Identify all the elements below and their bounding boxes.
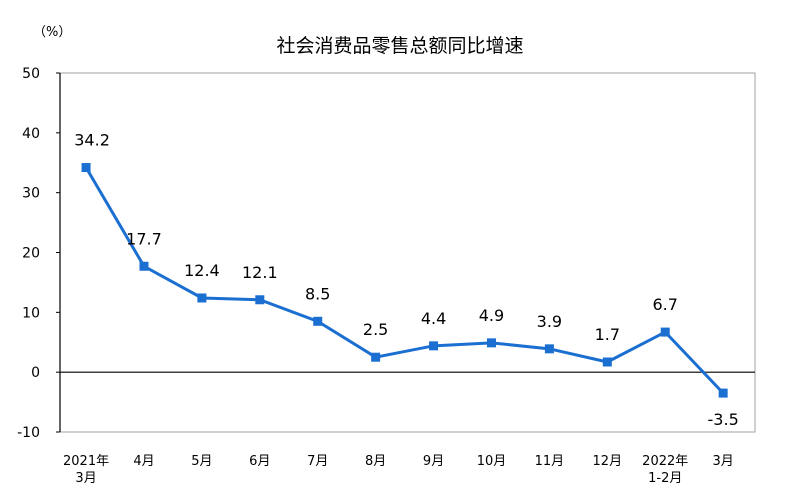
x-tick-label: 9月 [423,454,444,469]
x-tick-label: 5月 [191,454,212,469]
data-label: 2.5 [363,320,388,339]
y-tick-label: 50 [22,66,40,82]
data-point [371,352,381,362]
data-label: 4.4 [421,309,446,328]
y-tick-label: 20 [22,246,40,262]
data-point [139,261,149,271]
data-label: 6.7 [653,295,678,314]
data-label: 17.7 [126,229,162,248]
data-label: 4.9 [479,306,504,325]
x-tick-label: 2022年 1-2月 [642,454,688,486]
y-tick-label: -10 [17,425,40,441]
series-line [84,166,725,395]
data-point [197,293,207,303]
chart-title: 社会消费品零售总额同比增速 [276,35,523,57]
data-point [429,341,439,351]
data-label: 1.7 [595,325,620,344]
data-point [544,344,554,354]
x-tick-label: 10月 [477,454,507,469]
data-label: 12.4 [184,261,220,280]
y-tick-label: 0 [31,365,40,381]
x-tick-label: 12月 [593,454,623,469]
data-point [602,357,612,367]
x-tick-label: 6月 [249,454,270,469]
data-label: -3.5 [708,410,739,429]
y-tick-label: 40 [22,126,40,142]
x-tick-label: 11月 [535,454,565,469]
data-label: 8.5 [305,284,330,303]
plot-frame [59,72,756,433]
data-label: 12.1 [242,263,278,282]
data-label: 3.9 [537,312,562,331]
data-point [486,338,496,348]
data-point [660,327,670,337]
data-point [718,388,728,398]
x-tick-label: 4月 [133,454,154,469]
x-tick-label: 8月 [365,454,386,469]
y-tick-label: 30 [22,186,40,202]
data-point [313,316,323,326]
x-tick-label: 3月 [713,454,734,469]
x-tick-label: 7月 [307,454,328,469]
data-point [81,163,91,173]
y-axis-unit: （%） [33,25,71,40]
x-tick-label: 2021年 3月 [63,454,109,486]
data-point [255,295,265,305]
y-tick-label: 10 [22,305,40,321]
data-label: 34.2 [74,131,110,150]
